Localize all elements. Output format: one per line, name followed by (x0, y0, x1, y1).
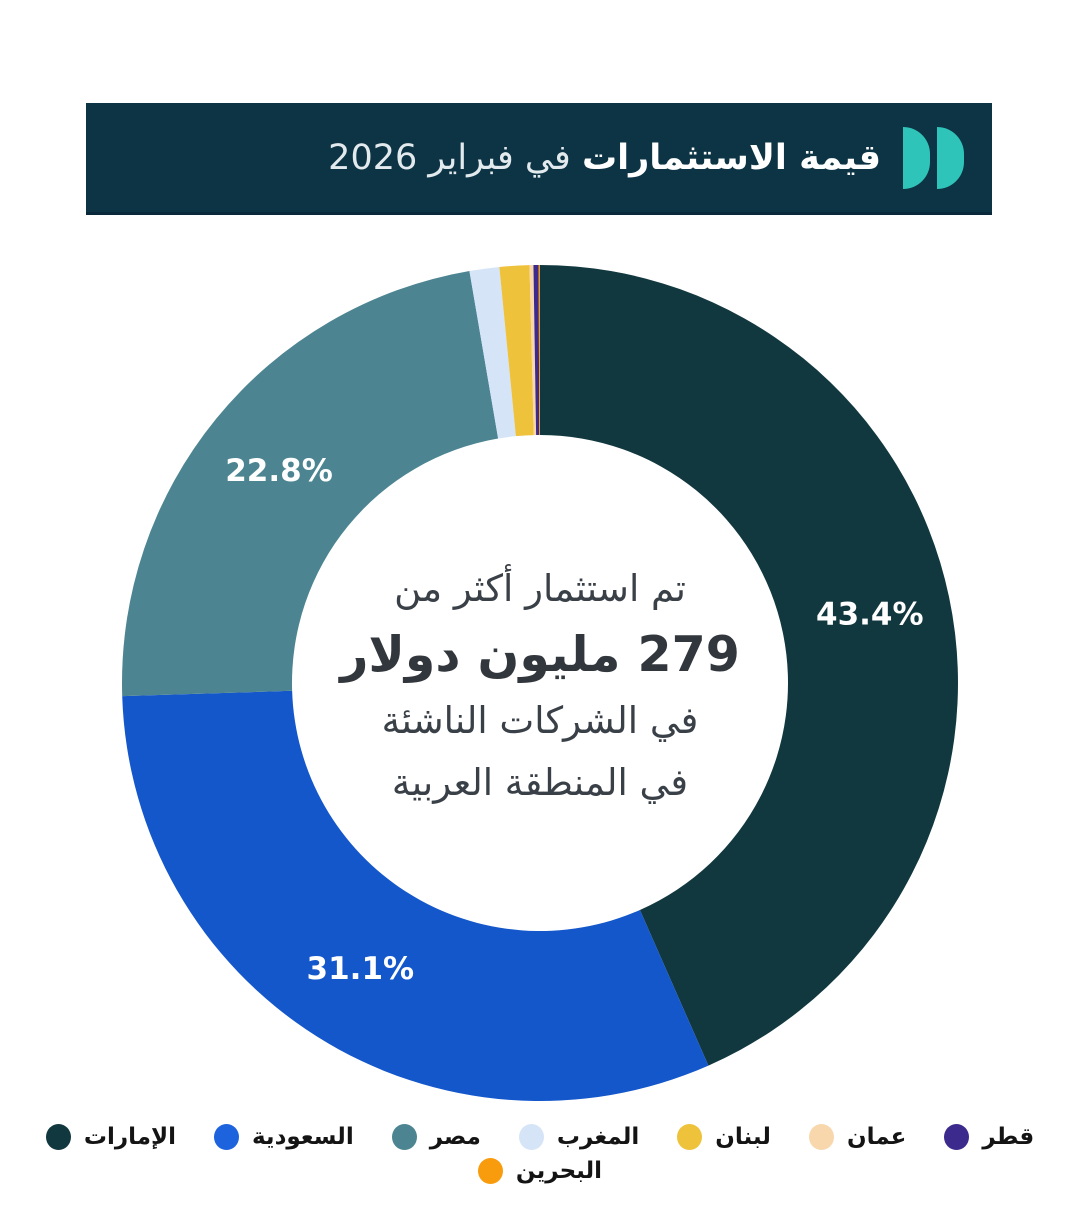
legend-item-المغرب: المغرب (518, 1124, 640, 1150)
legend-label: مصر (429, 1124, 481, 1150)
donut-slice-عمان (529, 265, 537, 436)
legend-label: لبنان (715, 1124, 771, 1150)
donut-slice-لبنان (499, 265, 534, 437)
chart-title: قيمة الاستثمارات في فبراير 2026 (328, 138, 881, 178)
donut-slices (122, 265, 959, 1101)
donut-slice-المغرب (469, 266, 516, 439)
center-line-2: 279 مليون دولار (340, 626, 740, 683)
donut-slice-الإمارات (540, 265, 959, 1066)
legend-dot-icon (477, 1158, 503, 1184)
donut-slice-مصر (122, 271, 499, 697)
legend-dot-icon (213, 1124, 239, 1150)
center-line-1: تم استثمار أكثر من (394, 567, 686, 610)
chart-legend: الإمارات السعودية مصر المغرب لبنان عمان قطر ال… (0, 1124, 1080, 1184)
legend-label: البحرين (515, 1158, 603, 1184)
legend-item-عمان: عمان (808, 1124, 907, 1150)
percent-label-مصر: 22.8% (225, 453, 333, 489)
donut-percent-labels: 43.4% 31.1% 22.8% (225, 453, 923, 987)
donut-slice-البحرين (538, 265, 540, 436)
brand-logo-icon (903, 126, 964, 189)
donut-chart: 43.4% 31.1% 22.8% (122, 265, 959, 1101)
legend-item-السعودية: السعودية (213, 1124, 354, 1150)
legend-row-1: الإمارات السعودية مصر المغرب لبنان عمان قطر (0, 1124, 1080, 1150)
center-line-4: في المنطقة العربية (391, 761, 689, 804)
legend-dot-icon (944, 1124, 970, 1150)
logo-d-shape (937, 126, 964, 189)
header-bar: قيمة الاستثمارات في فبراير 2026 (86, 103, 992, 215)
legend-label: الإمارات (83, 1124, 176, 1150)
percent-label-الإمارات: 43.4% (816, 597, 924, 633)
legend-label: المغرب (556, 1124, 640, 1150)
legend-row-2: البحرين (0, 1158, 1080, 1184)
legend-item-لبنان: لبنان (677, 1124, 771, 1150)
center-line-3: في الشركات الناشئة (381, 699, 699, 742)
legend-dot-icon (45, 1124, 71, 1150)
chart-title-bold: قيمة الاستثمارات (581, 137, 881, 178)
donut-slice-السعودية (122, 690, 709, 1101)
donut-center-text: تم استثمار أكثر من 279 مليون دولار في ال… (280, 558, 800, 814)
chart-title-rest: في فبراير 2026 (328, 137, 571, 178)
legend-dot-icon (677, 1124, 703, 1150)
legend-item-قطر: قطر (944, 1124, 1034, 1150)
logo-d-shape (903, 126, 930, 189)
percent-label-السعودية: 31.1% (307, 951, 415, 987)
legend-item-الإمارات: الإمارات (45, 1124, 176, 1150)
legend-label: قطر (982, 1124, 1035, 1150)
legend-label: السعودية (251, 1124, 354, 1150)
legend-dot-icon (391, 1124, 417, 1150)
donut-slice-قطر (533, 265, 540, 436)
legend-item-البحرين: البحرين (477, 1158, 603, 1184)
legend-label: عمان (846, 1124, 907, 1150)
legend-item-مصر: مصر (391, 1124, 481, 1150)
legend-dot-icon (808, 1124, 834, 1150)
legend-dot-icon (518, 1124, 544, 1150)
